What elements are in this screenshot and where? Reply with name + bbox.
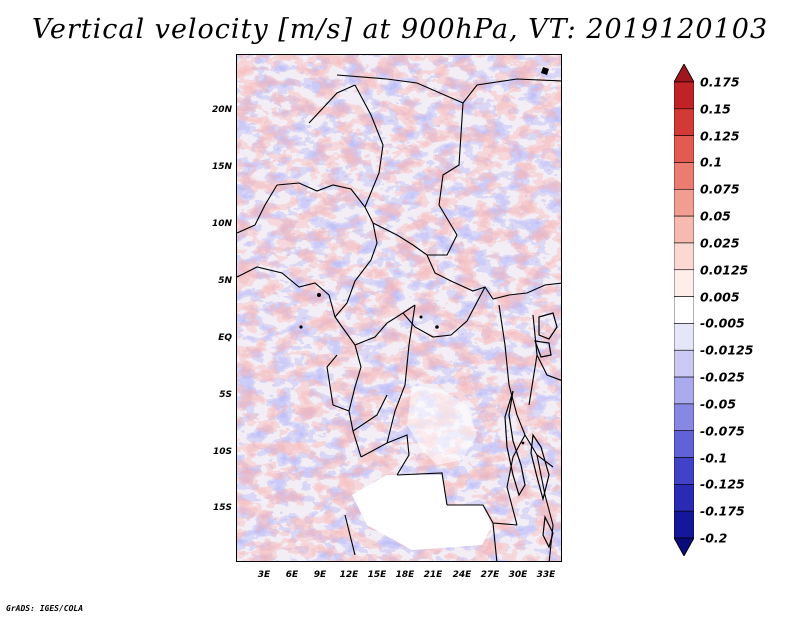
- colorbar-label: 0.075: [700, 181, 740, 197]
- masked-region-2: [407, 385, 477, 465]
- lat-label-5s: 5S: [219, 390, 232, 400]
- colorbar-segment: [674, 484, 694, 512]
- grads-credit: GrADS: IGES/COLA: [6, 604, 84, 613]
- lat-label-10s: 10S: [212, 447, 232, 457]
- lake-outlines: [504, 312, 558, 549]
- colorbar-segment: [674, 242, 694, 271]
- colorbar-segment: [674, 108, 694, 136]
- colorbar-segment: [674, 323, 694, 351]
- colorbar-label: -0.05: [700, 396, 737, 412]
- colorbar-label: 0.005: [700, 289, 740, 305]
- colorbar-label: -0.075: [700, 423, 745, 439]
- colorbar-label: -0.2: [700, 530, 728, 546]
- lon-label-18e: 18E: [395, 570, 415, 580]
- colorbar-label: -0.125: [700, 476, 745, 492]
- lon-label-6e: 6E: [285, 570, 299, 580]
- colorbar-label: 0.125: [700, 128, 740, 144]
- lat-label-15s: 15S: [212, 503, 232, 513]
- colorbar-segment: [674, 349, 694, 378]
- colorbar-label: 0.1: [700, 154, 723, 170]
- colorbar-label: 0.0125: [700, 262, 749, 278]
- colorbar-segment: [674, 510, 694, 539]
- lat-label-15n: 15N: [211, 162, 232, 172]
- colorbar-segment: [674, 403, 694, 432]
- colorbar-label: -0.0125: [700, 342, 754, 358]
- lat-label-20n: 20N: [211, 105, 232, 115]
- colorbar-label: -0.1: [700, 450, 728, 466]
- lat-label-5n: 5N: [218, 276, 232, 286]
- lon-label-24e: 24E: [452, 570, 472, 580]
- lon-label-15e: 15E: [367, 570, 387, 580]
- colorbar-segment: [674, 269, 694, 297]
- colorbar-segment: [674, 135, 694, 163]
- colorbar-top-arrow: [674, 64, 694, 83]
- lon-label-9e: 9E: [313, 570, 327, 580]
- lon-label-33e: 33E: [536, 570, 556, 580]
- colorbar-label: -0.025: [700, 369, 745, 385]
- lon-label-27e: 27E: [480, 570, 500, 580]
- country-borders: [237, 74, 561, 561]
- colorbar-segment: [674, 457, 694, 485]
- colorbar-segment: [674, 376, 694, 405]
- lat-label-10n: 10N: [211, 219, 232, 229]
- colorbar-segment: [674, 162, 694, 190]
- colorbar-label: 0.175: [700, 74, 740, 90]
- map-panel: [236, 54, 562, 562]
- colorbar-segment: [674, 430, 694, 458]
- colorbar-label: 0.025: [700, 235, 740, 251]
- masked-region: [352, 475, 492, 550]
- lat-label-eq: EQ: [218, 333, 232, 343]
- lon-label-12e: 12E: [339, 570, 359, 580]
- colorbar-label: 0.15: [700, 101, 731, 117]
- colorbar-segment: [674, 215, 694, 244]
- colorbar-segment: [674, 188, 694, 217]
- lon-label-3e: 3E: [257, 570, 271, 580]
- colorbar-segment: [674, 81, 694, 110]
- lon-label-21e: 21E: [423, 570, 443, 580]
- coastal-detail: [299, 67, 549, 445]
- colorbar: [674, 64, 694, 556]
- vertical-velocity-field: [237, 55, 561, 561]
- chart-title: Vertical velocity [m/s] at 900hPa, VT: 2…: [31, 14, 769, 45]
- colorbar-label: -0.005: [700, 315, 745, 331]
- colorbar-label: -0.175: [700, 503, 745, 519]
- colorbar-segment: [674, 296, 694, 324]
- lon-label-30e: 30E: [508, 570, 528, 580]
- colorbar-bottom-arrow: [674, 537, 694, 556]
- colorbar-label: 0.05: [700, 208, 731, 224]
